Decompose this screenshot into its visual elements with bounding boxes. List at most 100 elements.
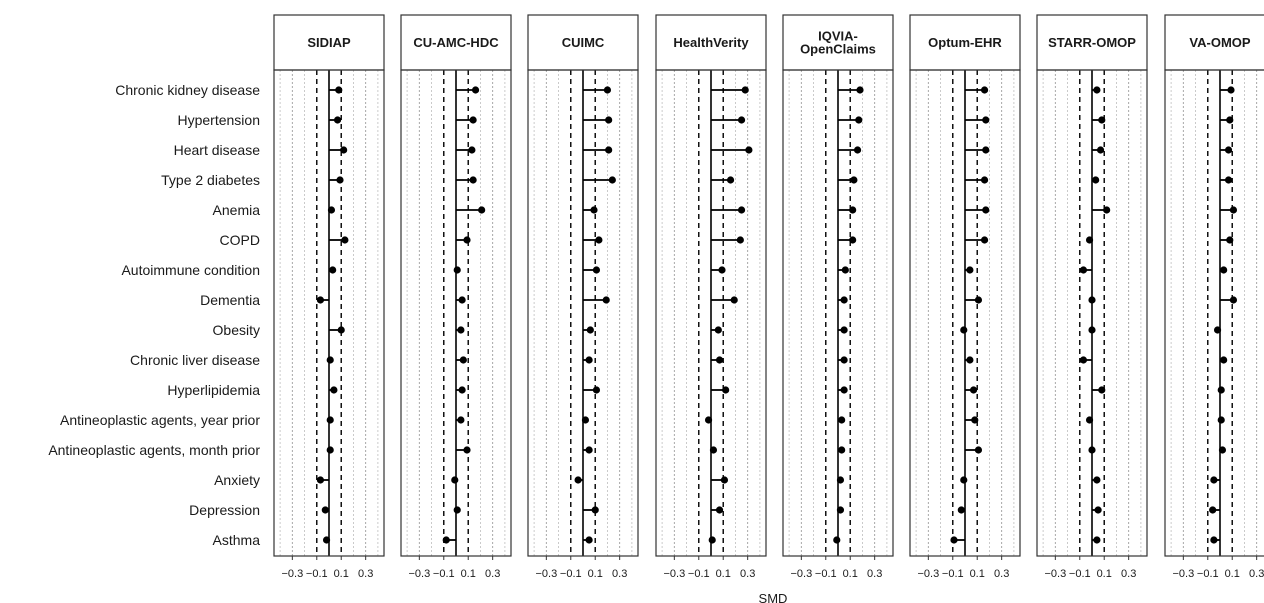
row-label: Anxiety (214, 472, 260, 488)
smd-point (340, 146, 348, 154)
x-tick-label: −0.1 (560, 568, 582, 580)
x-tick-label: −0.3 (535, 568, 557, 580)
smd-point (853, 146, 862, 154)
smd-point (1092, 176, 1100, 184)
smd-point (1226, 116, 1234, 124)
x-tick-label: 0.3 (358, 568, 373, 580)
smd-point (1085, 236, 1094, 244)
smd-point (1220, 266, 1228, 274)
smd-point (982, 146, 990, 154)
smd-point (591, 506, 599, 514)
x-axis-title: SMD (759, 591, 788, 603)
row-label: Autoimmune condition (121, 262, 260, 278)
x-tick-label: 0.3 (485, 568, 500, 580)
smd-point (592, 386, 601, 394)
smd-point (1098, 116, 1106, 124)
smd-point (855, 116, 863, 124)
smd-point (468, 146, 476, 154)
smd-point (838, 416, 846, 424)
smd-point (603, 86, 612, 94)
panel-border (909, 69, 1021, 557)
x-tick-label: 0.1 (970, 568, 985, 580)
panel-border (1164, 69, 1264, 557)
smd-point (586, 326, 594, 334)
smd-point (605, 146, 613, 154)
smd-point (1226, 236, 1234, 244)
smd-point (469, 116, 477, 124)
smd-point (726, 176, 735, 184)
facet-strip (1036, 14, 1148, 71)
smd-point (453, 506, 461, 514)
facet-strip-label: CU-AMC-HDC (413, 35, 499, 50)
smd-point (478, 206, 486, 214)
smd-point (982, 116, 990, 124)
smd-point (1079, 356, 1088, 364)
facet-panel: HealthVerity −0.3 −0.1 0.1 0.3 (655, 14, 767, 580)
smd-point (969, 386, 978, 394)
smd-point (457, 326, 465, 334)
smd-point (849, 206, 857, 214)
row-label: Heart disease (174, 142, 261, 158)
smd-point (960, 476, 968, 484)
smd-point (316, 476, 325, 484)
facet-strip-label: STARR-OMOP (1048, 35, 1136, 50)
smd-point (333, 116, 342, 124)
smd-point (971, 416, 979, 424)
smd-point (574, 476, 582, 484)
smd-point (459, 356, 467, 364)
x-tick-label: −0.3 (1172, 568, 1194, 580)
smd-point (327, 206, 336, 214)
smd-point (980, 176, 989, 184)
smd-point (1210, 476, 1218, 484)
smd-point (605, 116, 613, 124)
smd-point (1210, 536, 1218, 544)
x-tick-label: 0.1 (588, 568, 603, 580)
smd-point (836, 476, 845, 484)
x-tick-label: −0.1 (688, 568, 710, 580)
smd-point (708, 536, 716, 544)
x-tick-label: 0.3 (867, 568, 882, 580)
x-tick-label: −0.1 (942, 568, 964, 580)
smd-point (966, 356, 974, 364)
smd-point (316, 296, 325, 304)
x-tick-label: 0.1 (461, 568, 476, 580)
smd-point (840, 296, 848, 304)
smd-point (463, 446, 471, 454)
smd-point (715, 356, 724, 364)
smd-point (329, 266, 337, 274)
panel-border (273, 69, 385, 557)
panel-border (782, 69, 894, 557)
facet-strip-label: IQVIA-OpenClaims (800, 29, 876, 57)
smd-point (715, 506, 724, 514)
smd-point (850, 176, 858, 184)
smd-point (595, 236, 603, 244)
x-tick-label: 0.3 (612, 568, 627, 580)
smd-point (590, 206, 598, 214)
x-tick-label: 0.3 (1121, 568, 1136, 580)
smd-point (737, 116, 746, 124)
panel-background (1165, 70, 1264, 556)
smd-point (840, 326, 848, 334)
smd-point (736, 236, 744, 244)
smd-point (709, 446, 718, 454)
panel-border (1036, 69, 1148, 557)
smd-point (457, 416, 465, 424)
facet-panel: SIDIAP −0.3 −0.1 0.1 0.3 (273, 14, 385, 580)
smd-point (1220, 356, 1228, 364)
facet-panel: STARR-OMOP −0.3 −0.1 0.1 0.3 (1036, 14, 1148, 580)
smd-point (1229, 296, 1238, 304)
smd-point (1079, 266, 1088, 274)
smd-point (1088, 326, 1096, 334)
x-tick-label: −0.3 (408, 568, 430, 580)
smd-point (458, 386, 466, 394)
x-tick-label: −0.1 (815, 568, 837, 580)
x-tick-label: 0.3 (740, 568, 755, 580)
x-tick-label: 0.1 (843, 568, 858, 580)
smd-point (585, 356, 593, 364)
smd-point (714, 326, 722, 334)
facet-panel: Optum-EHR −0.3 −0.1 0.1 0.3 (909, 14, 1021, 580)
smd-point (581, 416, 590, 424)
x-tick-label: −0.3 (281, 568, 303, 580)
smd-point (326, 446, 334, 454)
